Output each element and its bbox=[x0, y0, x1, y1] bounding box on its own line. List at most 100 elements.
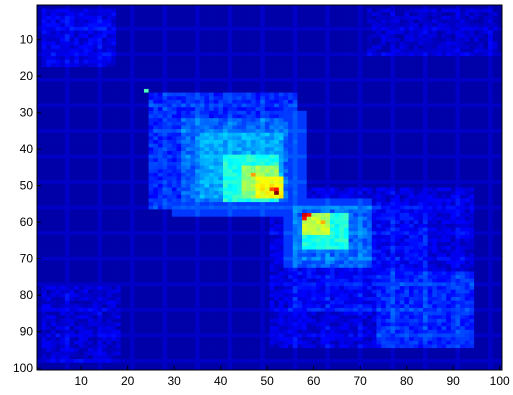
heatmap-cell bbox=[418, 161, 424, 166]
heatmap-cell bbox=[278, 74, 284, 79]
heatmap-cell bbox=[357, 85, 363, 90]
heatmap-cell bbox=[195, 52, 201, 57]
heatmap-cell bbox=[357, 118, 363, 123]
heatmap-cell bbox=[37, 161, 43, 166]
heatmap-cell bbox=[209, 161, 215, 166]
heatmap-cell bbox=[488, 147, 494, 152]
heatmap-cell bbox=[153, 118, 159, 123]
heatmap-cell bbox=[250, 143, 256, 148]
heatmap-cell bbox=[111, 143, 117, 148]
heatmap-cell bbox=[139, 5, 145, 10]
heatmap-cell bbox=[288, 107, 294, 112]
heatmap-cell bbox=[381, 81, 387, 86]
heatmap-cell bbox=[260, 165, 266, 170]
heatmap-cell bbox=[41, 45, 47, 50]
heatmap-cell bbox=[97, 88, 103, 93]
heatmap-cell bbox=[497, 103, 503, 108]
heatmap-cell bbox=[274, 59, 280, 64]
heatmap-cell bbox=[111, 78, 117, 83]
heatmap-cell bbox=[218, 70, 224, 75]
heatmap-cell bbox=[432, 180, 438, 185]
heatmap-cell bbox=[176, 88, 182, 93]
heatmap-cell bbox=[130, 63, 136, 68]
heatmap-cell bbox=[171, 59, 177, 64]
heatmap-cell bbox=[213, 56, 219, 61]
heatmap-cell bbox=[74, 12, 80, 17]
heatmap-cell bbox=[446, 114, 452, 119]
heatmap-cell bbox=[306, 19, 312, 24]
heatmap-cell bbox=[316, 41, 322, 46]
heatmap-cell bbox=[320, 121, 326, 126]
heatmap-cell bbox=[195, 140, 201, 145]
heatmap-cell bbox=[97, 132, 103, 137]
heatmap-cell bbox=[413, 41, 419, 46]
heatmap-cell bbox=[436, 180, 442, 185]
heatmap-cell bbox=[190, 121, 196, 126]
heatmap-cell bbox=[348, 92, 354, 97]
heatmap-cell bbox=[418, 8, 424, 13]
heatmap-cell bbox=[232, 99, 238, 104]
heatmap-cell bbox=[404, 78, 410, 83]
heatmap-cell bbox=[134, 118, 140, 123]
heatmap-cell bbox=[460, 180, 466, 185]
heatmap-cell bbox=[362, 176, 368, 181]
heatmap-cell bbox=[195, 180, 201, 185]
heatmap-cell bbox=[469, 74, 475, 79]
heatmap-cell bbox=[92, 110, 98, 115]
heatmap-cell bbox=[269, 158, 275, 163]
heatmap-cell bbox=[223, 96, 229, 101]
heatmap-cell bbox=[283, 78, 289, 83]
heatmap-cell bbox=[492, 74, 498, 79]
heatmap-cell bbox=[255, 67, 261, 72]
heatmap-cell bbox=[171, 132, 177, 137]
heatmap-cell bbox=[497, 96, 503, 101]
heatmap-cell bbox=[283, 132, 289, 137]
heatmap-cell bbox=[320, 81, 326, 86]
heatmap-cell bbox=[69, 99, 75, 104]
heatmap-cell bbox=[120, 169, 126, 174]
heatmap-cell bbox=[250, 136, 256, 141]
heatmap-cell bbox=[399, 45, 405, 50]
heatmap-cell bbox=[357, 121, 363, 126]
heatmap-cell bbox=[241, 92, 247, 97]
heatmap-cell bbox=[218, 180, 224, 185]
heatmap-cell bbox=[213, 136, 219, 141]
heatmap-cell bbox=[162, 52, 168, 57]
heatmap-cell bbox=[78, 30, 84, 35]
heatmap-cell bbox=[432, 154, 438, 159]
heatmap-cell bbox=[278, 52, 284, 57]
heatmap-cell bbox=[97, 70, 103, 75]
heatmap-cell bbox=[88, 88, 94, 93]
heatmap-cell bbox=[255, 78, 261, 83]
heatmap-cell bbox=[427, 56, 433, 61]
heatmap-cell bbox=[102, 161, 108, 166]
heatmap-cell bbox=[148, 140, 154, 145]
heatmap-cell bbox=[260, 41, 266, 46]
heatmap-cell bbox=[274, 37, 280, 42]
heatmap-cell bbox=[311, 78, 317, 83]
heatmap-cell bbox=[353, 5, 359, 10]
heatmap-cell bbox=[255, 172, 261, 177]
heatmap-cell bbox=[329, 140, 335, 145]
heatmap-cell bbox=[385, 8, 391, 13]
heatmap-cell bbox=[74, 161, 80, 166]
heatmap-cell bbox=[125, 19, 131, 24]
heatmap-cell bbox=[464, 78, 470, 83]
heatmap-cell bbox=[176, 74, 182, 79]
heatmap-cell bbox=[409, 8, 415, 13]
heatmap-cell bbox=[153, 19, 159, 24]
heatmap-cell bbox=[255, 99, 261, 104]
heatmap-cell bbox=[483, 81, 489, 86]
heatmap-cell bbox=[446, 19, 452, 24]
heatmap-cell bbox=[329, 99, 335, 104]
heatmap-cell bbox=[60, 107, 66, 112]
heatmap-cell bbox=[427, 81, 433, 86]
heatmap-cell bbox=[162, 8, 168, 13]
heatmap-cell bbox=[409, 125, 415, 130]
heatmap-cell bbox=[236, 67, 242, 72]
heatmap-cell bbox=[241, 176, 247, 181]
heatmap-cell bbox=[88, 85, 94, 90]
heatmap-cell bbox=[97, 45, 103, 50]
heatmap-cell bbox=[199, 136, 205, 141]
heatmap-cell bbox=[250, 103, 256, 108]
